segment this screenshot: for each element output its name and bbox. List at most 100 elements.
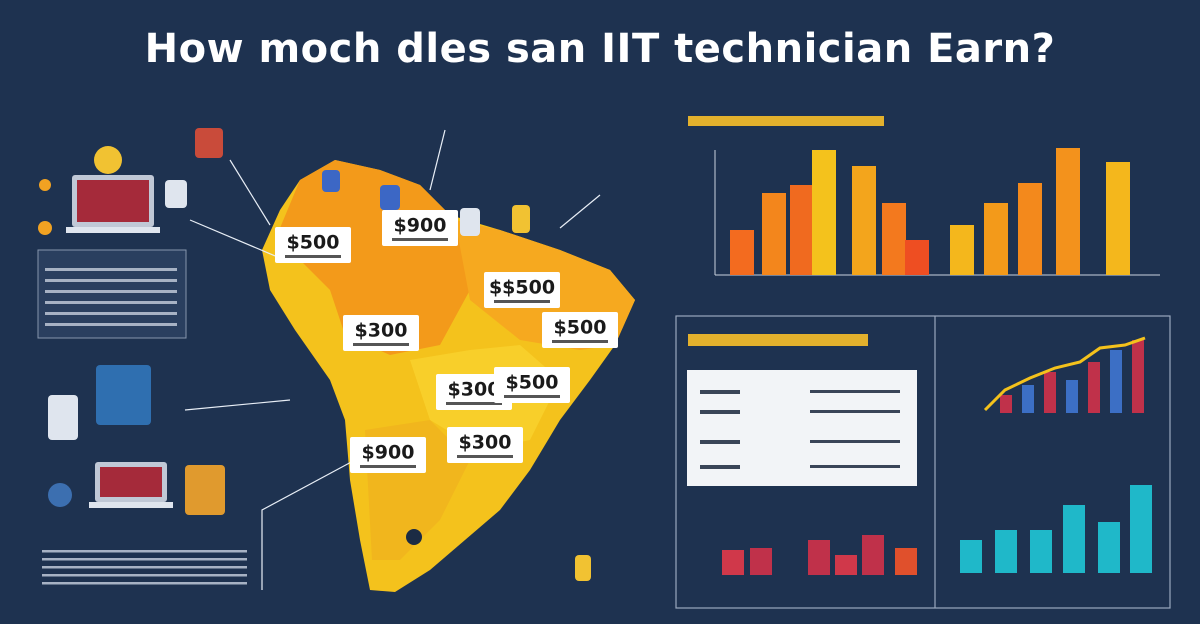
label-box: [447, 427, 523, 463]
label-subline: [457, 455, 513, 458]
map-price-label: $900: [362, 442, 415, 464]
laptop-base: [89, 502, 173, 508]
text-line: [45, 301, 177, 304]
text-line: [810, 465, 900, 468]
bar: [790, 185, 814, 275]
teal-bar: [960, 540, 982, 573]
text-line: [45, 290, 177, 293]
label-subline: [504, 395, 560, 398]
text-line: [42, 566, 247, 569]
text-line: [42, 550, 247, 553]
label-box: [436, 374, 512, 410]
bar: [852, 166, 876, 275]
connector: [189, 219, 281, 259]
text-line: [45, 323, 177, 326]
bar: [1106, 162, 1130, 275]
icon-dot: [39, 179, 51, 191]
bar: [950, 225, 974, 275]
connector: [429, 129, 446, 191]
text-line: [700, 410, 740, 414]
text-line: [810, 440, 900, 443]
red-bar: [895, 548, 917, 575]
text-line: [45, 279, 177, 282]
connector: [261, 459, 356, 590]
teal-bar: [1063, 505, 1085, 573]
label-subline: [494, 300, 550, 303]
teal-bar: [1130, 485, 1152, 573]
mini-bar: [1132, 340, 1144, 413]
icon: [195, 128, 223, 158]
panel-frame: [675, 315, 1171, 609]
laptop-display: [100, 467, 162, 497]
icon: [48, 395, 78, 440]
bar: [882, 203, 906, 275]
label-subline: [552, 340, 608, 343]
red-bar: [722, 550, 744, 575]
label-box: [494, 367, 570, 403]
laptop-base: [66, 227, 160, 233]
mini-bar: [1066, 380, 1078, 413]
red-bar: [862, 535, 884, 575]
teal-bar: [1098, 522, 1120, 573]
label-subline: [392, 238, 448, 241]
connector: [559, 194, 601, 229]
icon: [322, 170, 340, 192]
red-bar: [835, 555, 857, 575]
label-subline: [446, 402, 502, 405]
icon-dot: [406, 529, 422, 545]
map-price-label: $500: [287, 232, 340, 254]
text-line: [810, 410, 900, 413]
trend-line: [983, 336, 1146, 412]
bar: [905, 240, 929, 275]
map-price-label: $500: [506, 372, 559, 394]
label-subline: [360, 465, 416, 468]
icon: [185, 465, 225, 515]
map-price-label: $500: [554, 317, 607, 339]
icon: [512, 205, 530, 233]
text-line: [700, 390, 740, 394]
teal-bar: [1030, 530, 1052, 573]
teal-bar: [995, 530, 1017, 573]
text-line: [42, 582, 247, 585]
map-price-label: $900: [394, 215, 447, 237]
text-line: [42, 574, 247, 577]
heading-bar: [688, 116, 884, 126]
bar: [730, 230, 754, 275]
label-subline: [353, 343, 409, 346]
mini-bar: [1088, 362, 1100, 413]
bar: [762, 193, 786, 275]
text-line: [700, 440, 740, 444]
red-bar: [750, 548, 772, 575]
label-box: [382, 210, 458, 246]
icon: [165, 180, 187, 208]
mini-bar: [1110, 350, 1122, 413]
icon-dot: [38, 221, 52, 235]
bar: [984, 203, 1008, 275]
icon: [460, 208, 480, 236]
text-line: [42, 558, 247, 561]
mini-bar: [1000, 395, 1012, 413]
map-price-label: $300: [448, 379, 501, 401]
connector: [229, 159, 271, 226]
laptop-display: [77, 180, 149, 222]
map-price-label: $300: [459, 432, 512, 454]
map-region: [275, 160, 470, 355]
map-price-label: $$500: [489, 277, 555, 299]
label-box: [350, 437, 426, 473]
mini-bar: [1022, 385, 1034, 413]
icon: [575, 555, 591, 581]
text-line: [45, 268, 177, 271]
label-box: [343, 315, 419, 351]
map-labels: $500$900$$500$300 $500$300 $500$900 $300: [275, 210, 618, 473]
icon-dot: [48, 483, 72, 507]
heading-bar: [688, 334, 868, 346]
icon: [380, 185, 400, 210]
bar: [1018, 183, 1042, 275]
icon: [96, 365, 151, 425]
text-line: [700, 465, 740, 469]
label-box: [484, 272, 560, 308]
bar: [812, 150, 836, 275]
text-line: [45, 312, 177, 315]
